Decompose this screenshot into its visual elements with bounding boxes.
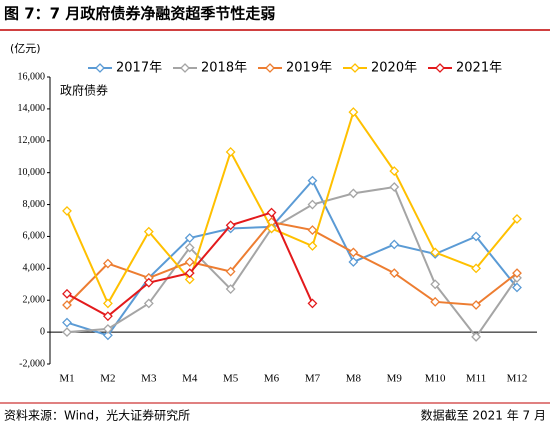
point (348, 257, 359, 267)
x-tick-label: M5 (223, 373, 239, 385)
point (307, 241, 318, 251)
x-tick-label: M11 (466, 373, 486, 385)
legend-marker (265, 63, 275, 73)
x-tick-label: M9 (387, 373, 403, 385)
point (225, 220, 236, 231)
point (512, 268, 522, 279)
x-tick-label: M6 (264, 373, 280, 385)
point (225, 266, 236, 277)
x-tick-label: M4 (182, 373, 198, 385)
point (471, 231, 482, 242)
point (143, 298, 154, 309)
series-line (66, 185, 518, 339)
point (348, 247, 359, 258)
y-unit: (亿元) (10, 42, 41, 55)
point (307, 199, 318, 210)
point (62, 288, 72, 299)
legend-label: 2019年 (286, 61, 332, 76)
point (389, 268, 400, 279)
point (184, 274, 195, 285)
point (389, 239, 400, 250)
legend-marker (95, 63, 105, 73)
y-tick-label: 4,000 (23, 263, 46, 274)
point (512, 213, 522, 224)
point (266, 223, 277, 234)
point (62, 317, 72, 328)
point (307, 298, 318, 309)
y-tick-label: 0 (40, 326, 45, 337)
point (102, 324, 113, 334)
series-line (66, 220, 518, 307)
point (62, 206, 72, 216)
point (471, 300, 482, 310)
point (62, 300, 72, 310)
legend-marker (350, 63, 360, 73)
point (102, 330, 113, 341)
point (184, 268, 195, 279)
point (430, 296, 441, 307)
series-line (66, 109, 518, 306)
y-tick-label: 6,000 (23, 231, 46, 242)
annotation: 政府债券 (60, 83, 108, 98)
point (512, 282, 522, 293)
point (307, 225, 318, 235)
x-tick-label: M7 (305, 373, 321, 385)
point (389, 166, 400, 176)
point (62, 327, 72, 338)
point (102, 311, 113, 322)
legend-marker (435, 63, 445, 73)
x-tick-label: M1 (59, 373, 74, 385)
x-tick-label: M3 (141, 373, 157, 385)
point (471, 331, 482, 342)
source: 资料来源：Wind，光大证券研究所 (4, 408, 190, 423)
point (143, 226, 154, 237)
point (348, 107, 359, 117)
y-tick-label: 10,000 (18, 167, 46, 178)
note: 数据截至 2021 年 7 月 (421, 408, 546, 423)
y-tick-label: 16,000 (18, 71, 46, 82)
point (184, 233, 195, 243)
point (184, 242, 195, 253)
y-tick-label: 12,000 (18, 135, 46, 146)
y-tick-label: -2,000 (19, 358, 45, 369)
y-tick-label: 8,000 (23, 199, 46, 210)
legend-label: 2020年 (371, 61, 417, 76)
point (102, 258, 113, 269)
point (266, 207, 277, 218)
legend-label: 2017年 (116, 61, 162, 76)
point (307, 175, 318, 186)
legend-label: 2018年 (201, 61, 247, 76)
point (471, 263, 482, 274)
point (225, 147, 236, 157)
x-tick-label: M8 (346, 373, 362, 385)
point (348, 188, 359, 199)
point (143, 277, 154, 288)
point (225, 284, 236, 294)
point (389, 182, 400, 192)
point (430, 247, 441, 258)
x-tick-label: M12 (507, 373, 528, 385)
point (430, 279, 441, 290)
x-tick-label: M10 (425, 373, 446, 385)
y-tick-label: 2,000 (23, 295, 46, 306)
legend-marker (180, 63, 190, 73)
point (102, 298, 113, 309)
chart-title: 图 7：7 月政府债券净融资超季节性走弱 (4, 5, 275, 23)
y-tick-label: 14,000 (18, 103, 46, 114)
legend-label: 2021年 (456, 61, 502, 76)
point (184, 257, 195, 267)
x-tick-label: M2 (100, 373, 115, 385)
